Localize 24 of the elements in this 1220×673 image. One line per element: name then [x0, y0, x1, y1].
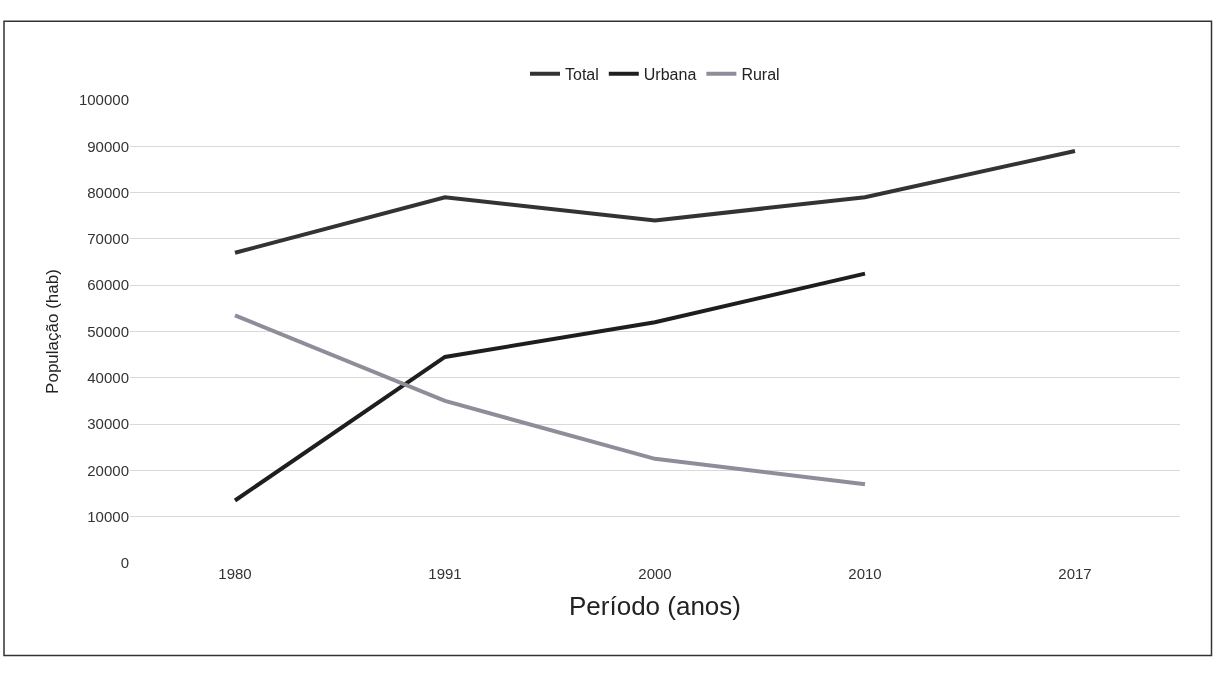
x-tick-label: 1980 [218, 565, 252, 582]
legend-label: Urbana [643, 65, 697, 83]
x-tick-label: 2010 [848, 565, 882, 582]
legend-label: Total [565, 65, 599, 83]
x-axis-title: Período (anos) [569, 590, 741, 621]
y-tick-label: 100000 [78, 91, 129, 109]
line-series [233, 148, 1077, 255]
x-tick-label: 2017 [1058, 565, 1092, 582]
x-tick-label: 1991 [428, 565, 462, 582]
line-series [233, 271, 867, 503]
y-tick-label: 0 [120, 554, 129, 572]
line-series [233, 313, 867, 487]
y-tick-label: 20000 [87, 461, 129, 479]
y-tick-label: 50000 [87, 322, 129, 340]
x-tick-label: 2000 [638, 565, 672, 582]
y-tick-label: 90000 [87, 137, 129, 155]
y-tick-label: 80000 [87, 183, 129, 201]
legend-label: Rural [741, 65, 780, 83]
y-tick-label: 60000 [87, 276, 129, 294]
y-tick-label: 40000 [87, 369, 129, 387]
y-tick-label: 30000 [87, 415, 129, 433]
y-tick-label: 70000 [87, 230, 129, 248]
y-tick-label: 10000 [87, 507, 129, 525]
y-axis-title: População (hab) [43, 269, 63, 394]
